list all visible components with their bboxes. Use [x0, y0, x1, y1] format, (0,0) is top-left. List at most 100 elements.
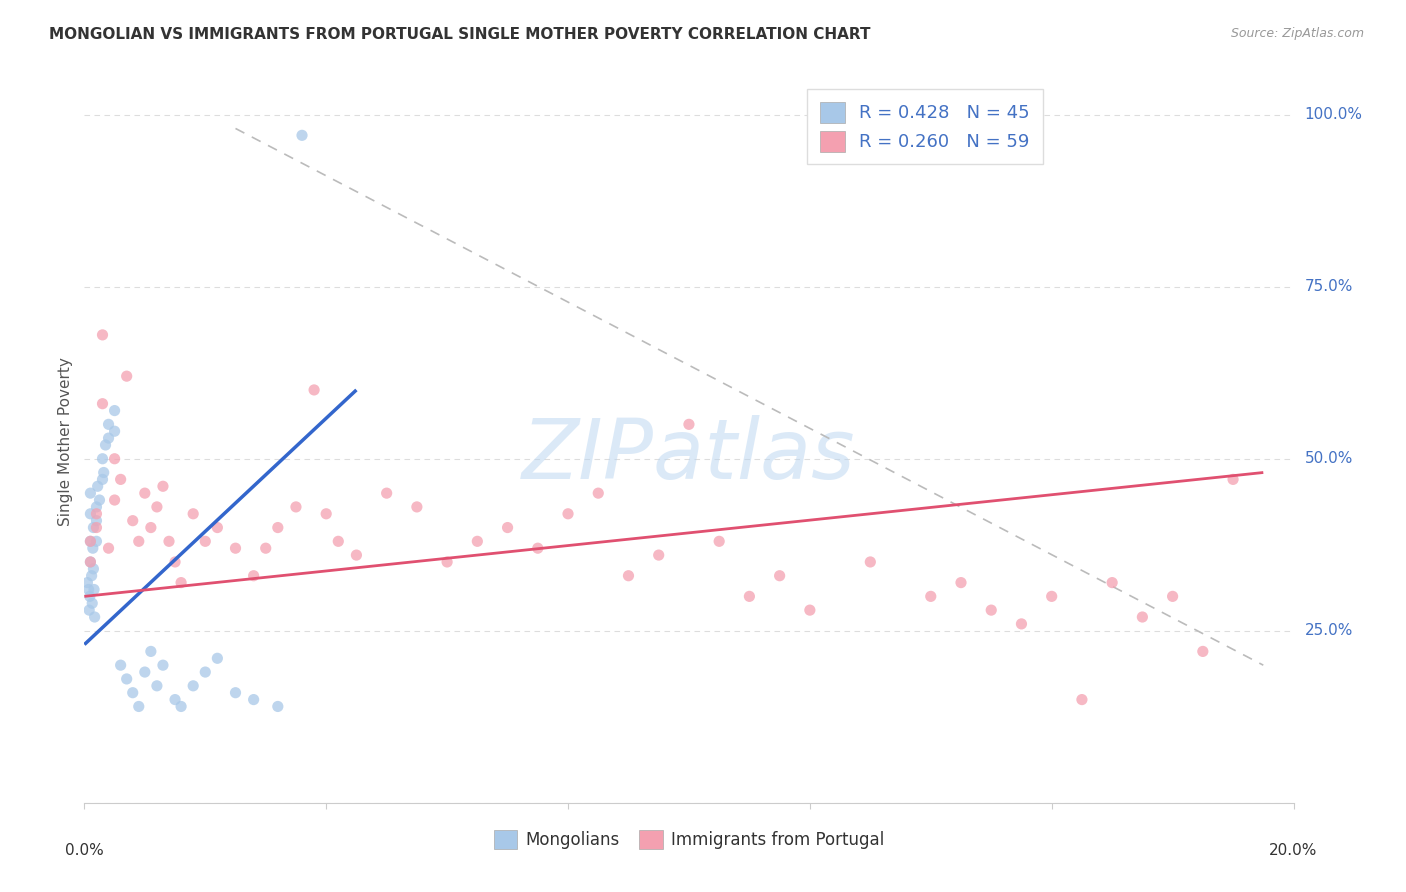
Point [134, 486, 156, 500]
Point [83, 610, 105, 624]
Point [121, 514, 143, 528]
Point [104, 403, 127, 417]
Point [799, 603, 821, 617]
Point [86, 507, 108, 521]
Text: 50.0%: 50.0% [1305, 451, 1353, 467]
Text: 75.0%: 75.0% [1305, 279, 1353, 294]
Point [315, 507, 337, 521]
Point [91, 472, 114, 486]
Point [79, 555, 101, 569]
Text: 100.0%: 100.0% [1305, 107, 1362, 122]
Point [242, 692, 264, 706]
Point [97, 541, 120, 556]
Point [139, 644, 162, 658]
Point [1192, 644, 1215, 658]
Point [1161, 590, 1184, 604]
Point [406, 500, 429, 514]
Point [207, 520, 229, 534]
Text: MONGOLIAN VS IMMIGRANTS FROM PORTUGAL SINGLE MOTHER POVERTY CORRELATION CHART: MONGOLIAN VS IMMIGRANTS FROM PORTUGAL SI… [49, 27, 870, 42]
Point [104, 424, 127, 438]
Point [94, 438, 117, 452]
Point [91, 327, 114, 342]
Point [97, 417, 120, 432]
Point [436, 555, 458, 569]
Point [678, 417, 700, 432]
Point [152, 658, 174, 673]
Point [1071, 692, 1094, 706]
Point [617, 568, 640, 582]
Point [121, 686, 143, 700]
Point [1101, 575, 1123, 590]
Text: 0.0%: 0.0% [65, 843, 104, 857]
Point [86, 534, 108, 549]
Y-axis label: Single Mother Poverty: Single Mother Poverty [58, 357, 73, 526]
Point [225, 541, 247, 556]
Point [267, 520, 290, 534]
Point [128, 534, 150, 549]
Point [165, 555, 187, 569]
Point [194, 665, 217, 679]
Point [527, 541, 550, 556]
Point [146, 679, 169, 693]
Point [79, 590, 101, 604]
Point [648, 548, 671, 562]
Point [1011, 616, 1033, 631]
Point [86, 520, 108, 534]
Point [91, 451, 114, 466]
Text: 25.0%: 25.0% [1305, 624, 1353, 639]
Point [82, 562, 104, 576]
Point [709, 534, 731, 549]
Point [254, 541, 277, 556]
Text: Source: ZipAtlas.com: Source: ZipAtlas.com [1230, 27, 1364, 40]
Point [181, 507, 204, 521]
Point [77, 582, 100, 597]
Point [79, 486, 101, 500]
Point [115, 369, 138, 384]
Point [1130, 610, 1153, 624]
Point [346, 548, 368, 562]
Point [80, 568, 103, 582]
Point [920, 590, 942, 604]
Point [86, 500, 108, 514]
Point [1040, 590, 1063, 604]
Point [291, 128, 314, 143]
Text: 20.0%: 20.0% [1270, 843, 1317, 857]
Point [980, 603, 1002, 617]
Point [328, 534, 350, 549]
Point [267, 699, 290, 714]
Point [375, 486, 398, 500]
Point [194, 534, 217, 549]
Point [165, 692, 187, 706]
Point [104, 493, 127, 508]
Point [134, 665, 156, 679]
Point [89, 493, 111, 508]
Point [467, 534, 489, 549]
Point [83, 582, 105, 597]
Point [859, 555, 882, 569]
Point [93, 466, 115, 480]
Point [79, 507, 101, 521]
Point [225, 686, 247, 700]
Point [128, 699, 150, 714]
Point [157, 534, 180, 549]
Point [152, 479, 174, 493]
Point [104, 451, 127, 466]
Point [82, 541, 104, 556]
Point [146, 500, 169, 514]
Point [91, 397, 114, 411]
Point [97, 431, 120, 445]
Point [110, 472, 132, 486]
Point [110, 658, 132, 673]
Point [588, 486, 610, 500]
Point [170, 575, 193, 590]
Point [302, 383, 325, 397]
Point [242, 568, 264, 582]
Point [496, 520, 519, 534]
Point [738, 590, 761, 604]
Point [79, 534, 101, 549]
Point [76, 575, 98, 590]
Point [82, 596, 104, 610]
Point [115, 672, 138, 686]
Point [82, 520, 104, 534]
Point [86, 514, 108, 528]
